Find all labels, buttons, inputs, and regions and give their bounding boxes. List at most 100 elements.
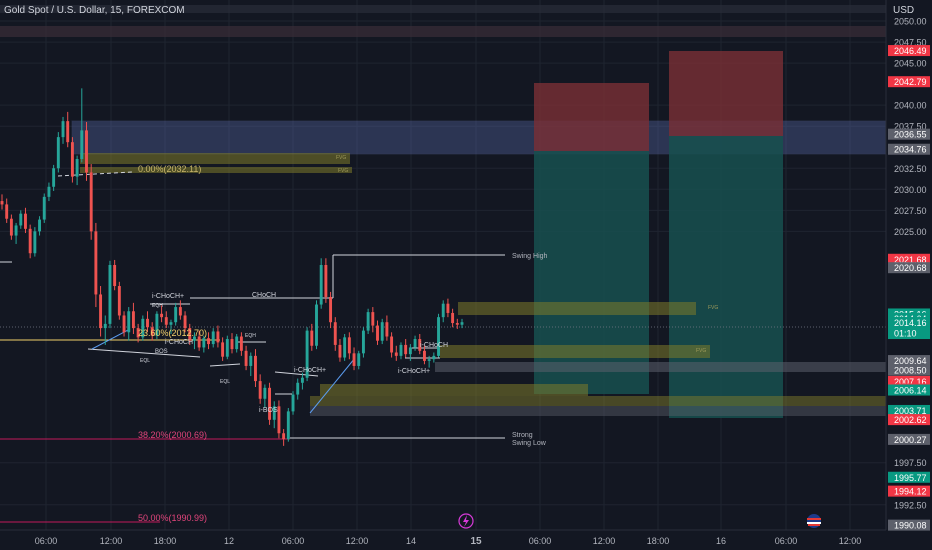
candle (380, 318, 384, 345)
candle (371, 307, 375, 333)
price-label-text: 1995.77 (894, 473, 927, 483)
candle (333, 317, 337, 351)
candle (239, 332, 243, 356)
candle (319, 258, 323, 309)
price-axis[interactable] (886, 0, 932, 550)
y-tick-label: 1992.50 (894, 500, 927, 510)
candle-body (178, 307, 182, 316)
fvg-zone-3 (458, 302, 696, 315)
candle-body (0, 201, 4, 205)
candle (338, 339, 342, 362)
candle-body (24, 213, 27, 229)
candle-body (70, 142, 74, 177)
candle-body (258, 381, 262, 399)
candle (207, 332, 210, 350)
candle-body (141, 318, 145, 338)
candle (268, 382, 272, 425)
candle-body (371, 312, 375, 326)
price-label: 2006.14 (888, 384, 930, 396)
price-label-bg (888, 364, 930, 376)
candle-body (333, 322, 337, 345)
candle-body (197, 336, 201, 348)
price-label: 2021.68 (888, 253, 930, 265)
candle-body (42, 196, 46, 220)
candle-body (61, 121, 65, 138)
fvg-label-4: FVG (696, 348, 706, 354)
candle-body (122, 315, 126, 333)
time-axis[interactable] (0, 530, 886, 550)
fvg-label-3: FVG (708, 305, 718, 311)
candle (61, 116, 65, 144)
candle-body (418, 339, 422, 351)
candle (385, 315, 389, 341)
choch-label: CHoCH (252, 292, 276, 299)
gray-zone-1 (435, 362, 886, 372)
candle-body (268, 387, 272, 420)
candle (164, 311, 168, 329)
fvg-zone-4 (440, 345, 710, 358)
x-tick-label: 06:00 (529, 536, 552, 546)
candle (291, 391, 295, 415)
price-label-bg (888, 404, 930, 416)
candle (99, 286, 103, 337)
structure-lines (0, 171, 886, 523)
price-label: 2002.62 (888, 414, 930, 426)
price-label: 2046.49 (888, 45, 930, 57)
price-label: 2007.16 (888, 375, 930, 387)
currency-label: USD (893, 5, 915, 16)
candle (427, 355, 431, 368)
price-label-text: 2046.49 (894, 46, 927, 56)
candle-body (80, 130, 84, 159)
y-tick-label: 2040.00 (894, 101, 927, 111)
us-flag-icon[interactable] (807, 514, 821, 528)
candle-body (291, 394, 295, 412)
candle (56, 132, 60, 173)
eql-label-2: EQL (220, 379, 230, 385)
candle (42, 193, 46, 223)
chart-title: Gold Spot / U.S. Dollar, 15, FOREXCOM (4, 5, 185, 16)
candle (0, 194, 4, 210)
candle-body (277, 406, 281, 434)
candle (254, 349, 257, 387)
y-tick-labels: 2050.00 2047.50 2045.00 2040.00 2037.50 2032.… (894, 17, 927, 511)
price-label-text: 2000.27 (894, 435, 927, 445)
candle-body (390, 336, 394, 353)
candle (66, 111, 70, 148)
price-label-text: 1994.12 (894, 487, 927, 497)
candle (103, 315, 107, 345)
candle-body (254, 355, 257, 382)
candle (70, 137, 74, 183)
candle-body (202, 338, 206, 348)
candle (197, 330, 201, 351)
price-label-text: 2006.14 (894, 386, 927, 396)
y-tick-label: 2032.50 (894, 164, 927, 174)
candle-body (38, 219, 42, 232)
strong-label: Strong (512, 432, 533, 439)
y-tick-label: 2047.50 (894, 38, 927, 48)
eql-label-1: EQL (140, 358, 150, 364)
candle (352, 347, 356, 371)
price-label-bg (888, 76, 930, 88)
candle (141, 315, 145, 341)
price-label-bg (888, 433, 930, 445)
candle (183, 311, 187, 333)
price-label-text: 2002.62 (894, 415, 927, 425)
fib-236-label: 23.60%(2012.70) (138, 328, 207, 338)
x-tick-label: 06:00 (35, 536, 58, 546)
fvg-label-1: FVG (336, 155, 346, 161)
candle-body (249, 355, 253, 366)
candle (28, 224, 32, 259)
candle-body (33, 231, 37, 254)
candle (80, 88, 84, 163)
fib-0-line (57, 171, 133, 177)
candle-body (352, 353, 356, 366)
zones (0, 5, 887, 418)
candle (94, 222, 98, 308)
candle-body (230, 339, 234, 350)
lightning-icon[interactable] (458, 513, 474, 529)
candle (192, 332, 196, 350)
candle (230, 333, 234, 354)
candle (85, 121, 88, 181)
